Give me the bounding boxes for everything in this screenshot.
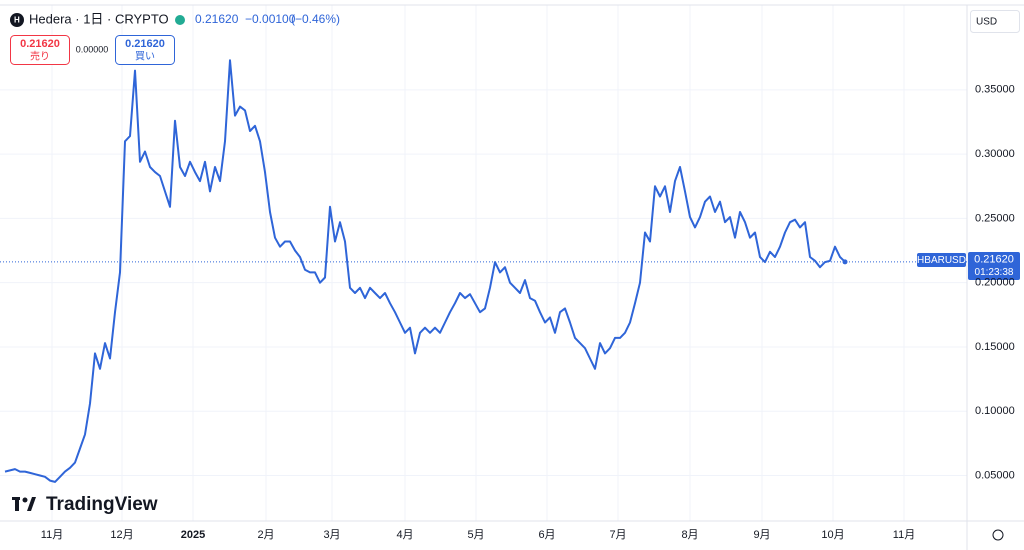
grid	[0, 5, 967, 521]
y-tick-label: 0.15000	[975, 341, 1015, 353]
price-tag-value: 0.21620	[974, 253, 1014, 265]
x-tick-label: 11月	[893, 529, 915, 541]
last-price-dot	[842, 259, 848, 265]
plot	[0, 59, 967, 483]
change: −0.00100	[245, 12, 296, 26]
ticker: HBARUSD	[917, 255, 966, 266]
ticker-tag	[917, 253, 966, 267]
buy-button[interactable]	[115, 35, 175, 65]
sell-price: 0.21620	[20, 38, 60, 50]
y-tick-label: 0.30000	[975, 148, 1015, 160]
symbol-icon-glyph: H	[14, 16, 20, 25]
x-tick-label: 6月	[538, 529, 555, 541]
price-line	[4, 59, 846, 483]
x-tick-label: 11月	[41, 529, 63, 541]
x-tick-label: 12月	[110, 529, 133, 541]
sell-button[interactable]	[10, 35, 70, 65]
price: 0.21620	[195, 12, 239, 26]
x-tick-label: 9月	[753, 529, 770, 541]
spread: 0.00000	[76, 44, 109, 54]
x-tick-label: 2025	[181, 529, 205, 541]
buy-price: 0.21620	[125, 38, 165, 50]
buy-label: 買い	[135, 51, 155, 63]
x-tick-label: 3月	[323, 529, 340, 541]
logo-text: TradingView	[46, 494, 158, 515]
change-pct: (−0.46%)	[291, 12, 340, 26]
symbol-icon	[10, 13, 24, 27]
currency: USD	[976, 17, 997, 28]
y-tick-label: 0.20000	[975, 277, 1015, 289]
y-tick-label: 0.35000	[975, 84, 1015, 96]
x-tick-label: 7月	[609, 529, 626, 541]
sell-label: 売り	[30, 50, 50, 63]
x-tick-label: 2月	[257, 529, 274, 541]
x-tick-label: 10月	[821, 529, 844, 541]
market-status	[175, 15, 185, 25]
x-tick-label: 5月	[467, 529, 484, 541]
logo-mark	[27, 497, 36, 511]
settings-icon[interactable]	[992, 529, 1004, 541]
currency-button[interactable]	[970, 10, 1020, 33]
x-tick-label: 4月	[396, 529, 413, 541]
symbol[interactable]: Hedera · 1日 · CRYPTO	[29, 11, 169, 26]
logo-mark	[15, 497, 19, 511]
y-tick-label: 0.10000	[975, 405, 1015, 417]
countdown: 01:23:38	[975, 267, 1014, 278]
y-tick-label: 0.25000	[975, 212, 1015, 224]
logo-mark	[22, 497, 28, 503]
x-tick-label: 8月	[681, 529, 698, 541]
price-tag	[968, 252, 1020, 280]
y-tick-label: 0.05000	[975, 469, 1015, 481]
